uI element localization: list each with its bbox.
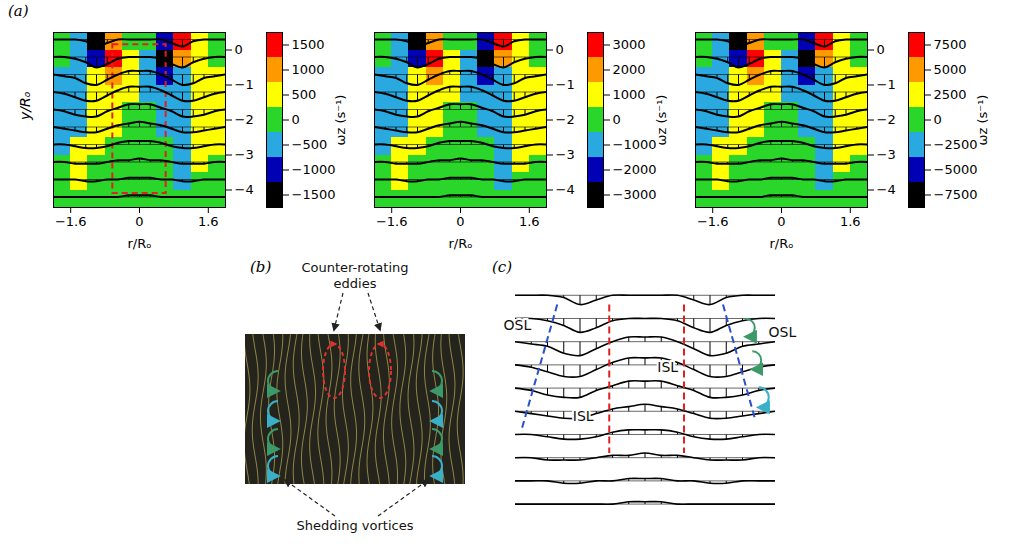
svg-text:−500: −500 (292, 137, 328, 152)
svg-text:−3000: −3000 (613, 187, 657, 202)
svg-text:Shedding vortices: Shedding vortices (297, 518, 414, 533)
svg-text:1.6: 1.6 (198, 214, 219, 229)
svg-text:ωz (s⁻¹): ωz (s⁻¹) (333, 95, 348, 146)
svg-text:r/Rₒ: r/Rₒ (769, 236, 793, 251)
svg-text:ISL: ISL (573, 408, 594, 424)
svg-text:−1.6: −1.6 (697, 214, 729, 229)
svg-text:−1000: −1000 (292, 162, 336, 177)
svg-text:0: 0 (135, 214, 143, 229)
svg-text:5000: 5000 (934, 62, 967, 77)
svg-text:−2500: −2500 (934, 137, 978, 152)
svg-text:OSL: OSL (504, 317, 532, 333)
svg-text:(b): (b) (250, 258, 271, 276)
svg-text:0: 0 (777, 214, 785, 229)
svg-text:−1: −1 (235, 77, 254, 92)
svg-text:1000: 1000 (292, 62, 325, 77)
svg-text:OSL: OSL (769, 324, 797, 340)
svg-text:−7500: −7500 (934, 187, 978, 202)
svg-text:−1.6: −1.6 (55, 214, 87, 229)
svg-text:ωz (s⁻¹): ωz (s⁻¹) (654, 95, 669, 146)
svg-text:−3: −3 (556, 147, 575, 162)
svg-text:−1500: −1500 (292, 187, 336, 202)
svg-text:−5000: −5000 (934, 162, 978, 177)
svg-text:−1.6: −1.6 (376, 214, 408, 229)
svg-text:−2: −2 (235, 112, 254, 127)
svg-text:r/Rₒ: r/Rₒ (127, 236, 151, 251)
svg-text:500: 500 (292, 87, 317, 102)
svg-text:−2: −2 (877, 112, 896, 127)
svg-text:−2000: −2000 (613, 162, 657, 177)
svg-text:−4: −4 (877, 182, 896, 197)
svg-text:−3: −3 (235, 147, 254, 162)
svg-text:2500: 2500 (934, 87, 967, 102)
html-text:(a): (a) (8, 2, 29, 20)
svg-text:ωz (s⁻¹): ωz (s⁻¹) (975, 95, 990, 146)
svg-text:eddies: eddies (334, 276, 377, 291)
svg-text:0: 0 (613, 112, 621, 127)
svg-text:1.6: 1.6 (840, 214, 861, 229)
svg-text:7500: 7500 (934, 37, 967, 52)
svg-text:0: 0 (934, 112, 942, 127)
svg-text:0: 0 (877, 42, 885, 57)
svg-text:(c): (c) (492, 258, 512, 276)
svg-text:1.6: 1.6 (519, 214, 540, 229)
svg-text:0: 0 (456, 214, 464, 229)
svg-text:2000: 2000 (613, 62, 646, 77)
svg-text:1000: 1000 (613, 87, 646, 102)
svg-text:0: 0 (556, 42, 564, 57)
svg-text:y/Rₒ: y/Rₒ (17, 91, 33, 121)
svg-text:3000: 3000 (613, 37, 646, 52)
svg-text:−4: −4 (556, 182, 575, 197)
svg-text:−1000: −1000 (613, 137, 657, 152)
svg-text:0: 0 (292, 112, 300, 127)
svg-text:−1: −1 (556, 77, 575, 92)
svg-text:ISL: ISL (657, 359, 678, 375)
svg-text:r/Rₒ: r/Rₒ (448, 236, 472, 251)
svg-text:−3: −3 (877, 147, 896, 162)
svg-text:−1: −1 (877, 77, 896, 92)
svg-text:0: 0 (235, 42, 243, 57)
svg-text:−2: −2 (556, 112, 575, 127)
svg-text:Counter-rotating: Counter-rotating (301, 260, 408, 275)
svg-text:1500: 1500 (292, 37, 325, 52)
svg-text:−4: −4 (235, 182, 254, 197)
